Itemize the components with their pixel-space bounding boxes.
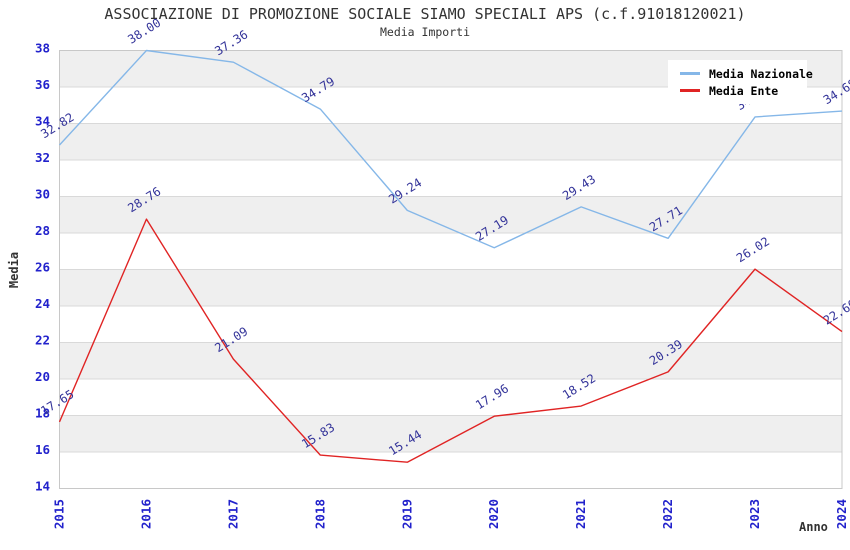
x-axis-title: Anno xyxy=(799,520,828,534)
plot-band xyxy=(59,415,842,452)
media-nazionale-swatch-icon xyxy=(680,72,700,75)
legend-label-media-nazionale: Media Nazionale xyxy=(709,66,813,81)
plot-band xyxy=(59,306,842,343)
y-axis-title: Media xyxy=(7,252,21,288)
y-tick-32: 32 xyxy=(35,150,50,165)
y-tick-38: 38 xyxy=(35,41,50,56)
data-label-media-nazionale-2016: 38.00 xyxy=(125,16,163,47)
y-tick-16: 16 xyxy=(35,442,50,457)
x-tick-2023: 2023 xyxy=(747,499,762,529)
x-tick-2015: 2015 xyxy=(52,499,67,529)
x-tick-2017: 2017 xyxy=(225,499,240,529)
y-tick-18: 18 xyxy=(35,406,50,421)
plot-band xyxy=(59,233,842,270)
plot-band xyxy=(59,379,842,416)
y-tick-34: 34 xyxy=(35,114,50,129)
y-tick-22: 22 xyxy=(35,333,50,348)
x-tick-2019: 2019 xyxy=(399,499,414,529)
y-tick-20: 20 xyxy=(35,369,50,384)
y-tick-28: 28 xyxy=(35,223,50,238)
y-tick-36: 36 xyxy=(35,77,50,92)
legend-label-media-ente: Media Ente xyxy=(709,83,779,98)
legend-item-media-nazionale[interactable]: Media Nazionale xyxy=(680,65,813,82)
plot-band xyxy=(59,342,842,379)
x-tick-2022: 2022 xyxy=(660,499,675,529)
series-line-media-ente[interactable] xyxy=(58,218,843,463)
y-tick-14: 14 xyxy=(35,479,50,494)
x-tick-2021: 2021 xyxy=(573,499,588,529)
media-ente-swatch-icon xyxy=(680,89,700,92)
chart-subtitle: Media Importi xyxy=(379,25,470,39)
plot-border xyxy=(59,50,843,489)
plot-band xyxy=(59,452,842,489)
y-tick-24: 24 xyxy=(35,296,50,311)
y-tick-30: 30 xyxy=(35,187,50,202)
plot-band xyxy=(59,160,842,197)
legend: Media Nazionale Media Ente xyxy=(668,60,813,104)
plot-band xyxy=(59,196,842,233)
legend-item-media-ente[interactable]: Media Ente xyxy=(680,82,807,99)
plot-band xyxy=(59,123,842,160)
plot-band xyxy=(59,269,842,306)
x-tick-2018: 2018 xyxy=(312,499,327,529)
y-tick-26: 26 xyxy=(35,260,50,275)
x-tick-2016: 2016 xyxy=(138,499,153,529)
x-tick-2024: 2024 xyxy=(834,499,849,529)
series-line-media-nazionale[interactable] xyxy=(58,49,843,249)
x-tick-2020: 2020 xyxy=(486,499,501,529)
chart-title: ASSOCIAZIONE DI PROMOZIONE SOCIALE SIAMO… xyxy=(104,5,746,23)
